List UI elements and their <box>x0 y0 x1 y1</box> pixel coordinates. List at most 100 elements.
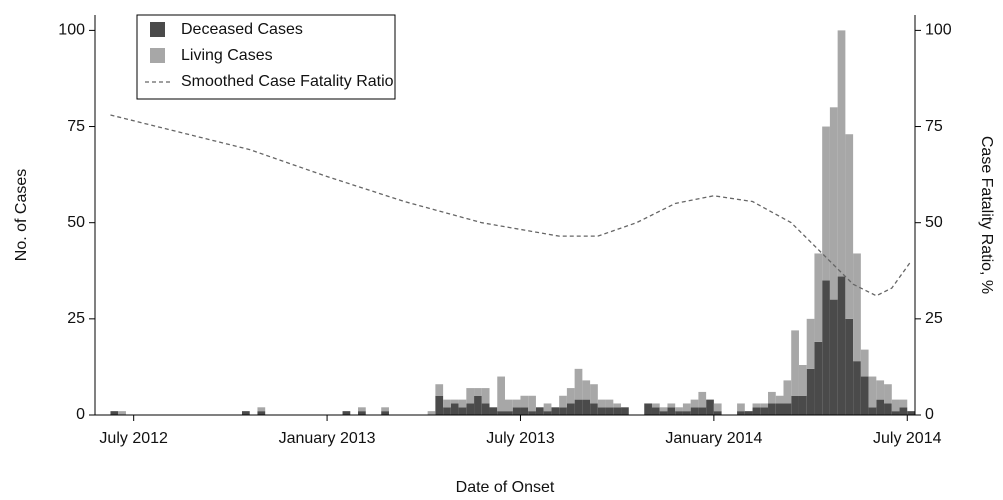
legend-label: Living Cases <box>181 47 273 64</box>
bar <box>597 399 606 408</box>
y2-tick-label: 50 <box>925 214 943 231</box>
bar <box>690 399 699 408</box>
bar <box>474 388 482 396</box>
bar <box>257 407 266 412</box>
bar <box>675 407 683 412</box>
bar <box>535 407 544 415</box>
bar <box>775 403 784 415</box>
bar <box>574 399 583 415</box>
bar <box>760 407 769 415</box>
y2-tick-label: 100 <box>925 22 952 39</box>
bar <box>505 399 513 412</box>
bar <box>450 399 459 404</box>
bar <box>783 380 792 404</box>
bar <box>528 411 536 415</box>
bar <box>706 399 714 415</box>
bar <box>551 407 560 415</box>
bar <box>860 349 869 377</box>
legend-label: Smoothed Case Fatality Ratio <box>181 73 394 90</box>
bar <box>768 403 776 415</box>
bar <box>358 407 366 412</box>
bar <box>876 380 885 400</box>
bar <box>814 253 823 342</box>
bar <box>899 399 908 408</box>
bar <box>520 407 529 415</box>
legend-swatch <box>150 22 165 37</box>
y2-axis-label: Case Fatality Ratio, % <box>978 136 995 294</box>
bar <box>559 395 567 408</box>
bar <box>713 403 722 412</box>
bar <box>868 407 877 415</box>
bar <box>118 411 126 415</box>
bar <box>458 399 467 408</box>
bar <box>675 411 683 415</box>
bar <box>466 388 475 404</box>
bar <box>110 411 119 415</box>
bar <box>458 407 467 415</box>
bar <box>651 403 660 408</box>
bar <box>845 134 854 319</box>
x-tick-label: July 2014 <box>873 430 942 447</box>
bar <box>582 380 591 400</box>
bar <box>868 376 877 408</box>
legend-swatch <box>150 48 165 63</box>
bar <box>381 411 389 415</box>
y-tick-label: 50 <box>67 214 85 231</box>
bar <box>644 403 652 415</box>
bar <box>822 126 830 281</box>
bar <box>605 407 614 415</box>
bar <box>806 368 815 415</box>
y-tick-label: 75 <box>67 118 85 135</box>
fatality-line <box>110 114 912 297</box>
bar <box>783 403 792 415</box>
bar <box>760 403 769 408</box>
bar <box>775 395 784 404</box>
bar <box>798 395 807 415</box>
bar <box>829 107 838 300</box>
bar <box>713 411 722 415</box>
bar <box>891 399 900 412</box>
bar <box>427 411 436 415</box>
x-tick-label: January 2014 <box>665 430 762 447</box>
bar <box>381 407 389 412</box>
x-tick-label: July 2012 <box>99 430 168 447</box>
y-axis-label: No. of Cases <box>13 169 30 261</box>
bar <box>566 403 575 415</box>
bars <box>110 30 915 415</box>
bar <box>907 411 915 415</box>
bar <box>876 399 885 415</box>
bar <box>450 403 459 415</box>
legend-label: Deceased Cases <box>181 21 303 38</box>
bar <box>891 411 900 415</box>
x-tick-label: January 2013 <box>279 430 376 447</box>
bar <box>358 411 366 415</box>
bar <box>497 411 505 415</box>
bar <box>752 407 761 415</box>
bar <box>698 391 707 408</box>
bar <box>860 376 869 415</box>
bar <box>443 399 451 408</box>
bar <box>690 407 699 415</box>
bar <box>528 395 536 412</box>
bar <box>590 403 598 415</box>
bar <box>543 403 552 412</box>
bar <box>481 388 490 404</box>
bar <box>474 395 482 415</box>
bar <box>837 30 846 277</box>
bar <box>559 407 567 415</box>
bar <box>257 411 266 415</box>
bar <box>698 407 707 415</box>
bar <box>659 407 668 412</box>
y2-tick-label: 0 <box>925 406 934 423</box>
bar <box>899 407 908 415</box>
bar <box>543 411 552 415</box>
bar <box>613 403 622 408</box>
bar <box>621 407 629 415</box>
bar <box>481 403 490 415</box>
bar <box>845 318 854 415</box>
y2-tick-label: 25 <box>925 310 943 327</box>
bar <box>791 330 799 396</box>
bar <box>768 391 776 404</box>
bar <box>853 253 861 362</box>
x-axis-label: Date of Onset <box>456 479 555 496</box>
